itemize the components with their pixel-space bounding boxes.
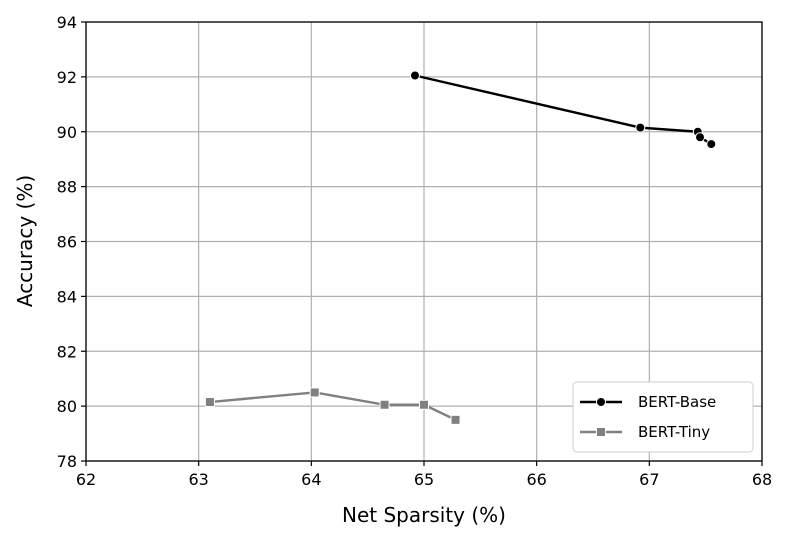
series-line-bert-base [414,74,712,146]
legend-label-bert-tiny: BERT-Tiny [638,423,710,441]
x-tick-label: 67 [639,470,659,489]
data-point-bert-tiny [204,397,215,408]
x-ticks: 62 63 64 65 66 67 68 [76,461,772,489]
data-point-bert-base [409,70,420,81]
data-point-bert-tiny [309,387,320,398]
data-point-bert-tiny [379,399,390,410]
y-tick-label: 86 [57,233,77,252]
y-tick-label: 94 [57,13,77,32]
y-tick-label: 80 [57,397,77,416]
x-tick-label: 62 [76,470,96,489]
data-point-bert-tiny [419,399,429,410]
y-tick-label: 82 [57,342,77,361]
y-tick-label: 92 [57,68,77,87]
legend-marker-bert-base [596,397,606,407]
x-tick-label: 64 [301,470,321,489]
data-point-bert-tiny [450,414,461,425]
data-point-bert-base [635,122,646,133]
data-point-bert-base [695,132,706,143]
y-axis-title: Accuracy (%) [13,175,37,307]
x-axis-title: Net Sparsity (%) [342,503,506,527]
x-tick-label: 63 [188,470,208,489]
data-point-bert-base [706,139,717,150]
y-tick-label: 78 [57,452,77,471]
legend-box [572,381,754,453]
legend: BERT-Base BERT-Tiny [572,381,754,453]
y-tick-label: 90 [57,123,77,142]
legend-marker-bert-tiny [596,427,606,437]
legend-label-bert-base: BERT-Base [638,393,716,411]
y-ticks: 78 80 82 84 86 88 90 92 94 [57,13,86,471]
x-tick-label: 66 [526,470,546,489]
x-tick-label: 68 [752,470,772,489]
x-tick-label: 65 [414,470,434,489]
series-layer [204,70,717,425]
y-tick-label: 84 [57,287,77,306]
grid [85,21,763,462]
y-tick-label: 88 [57,178,77,197]
